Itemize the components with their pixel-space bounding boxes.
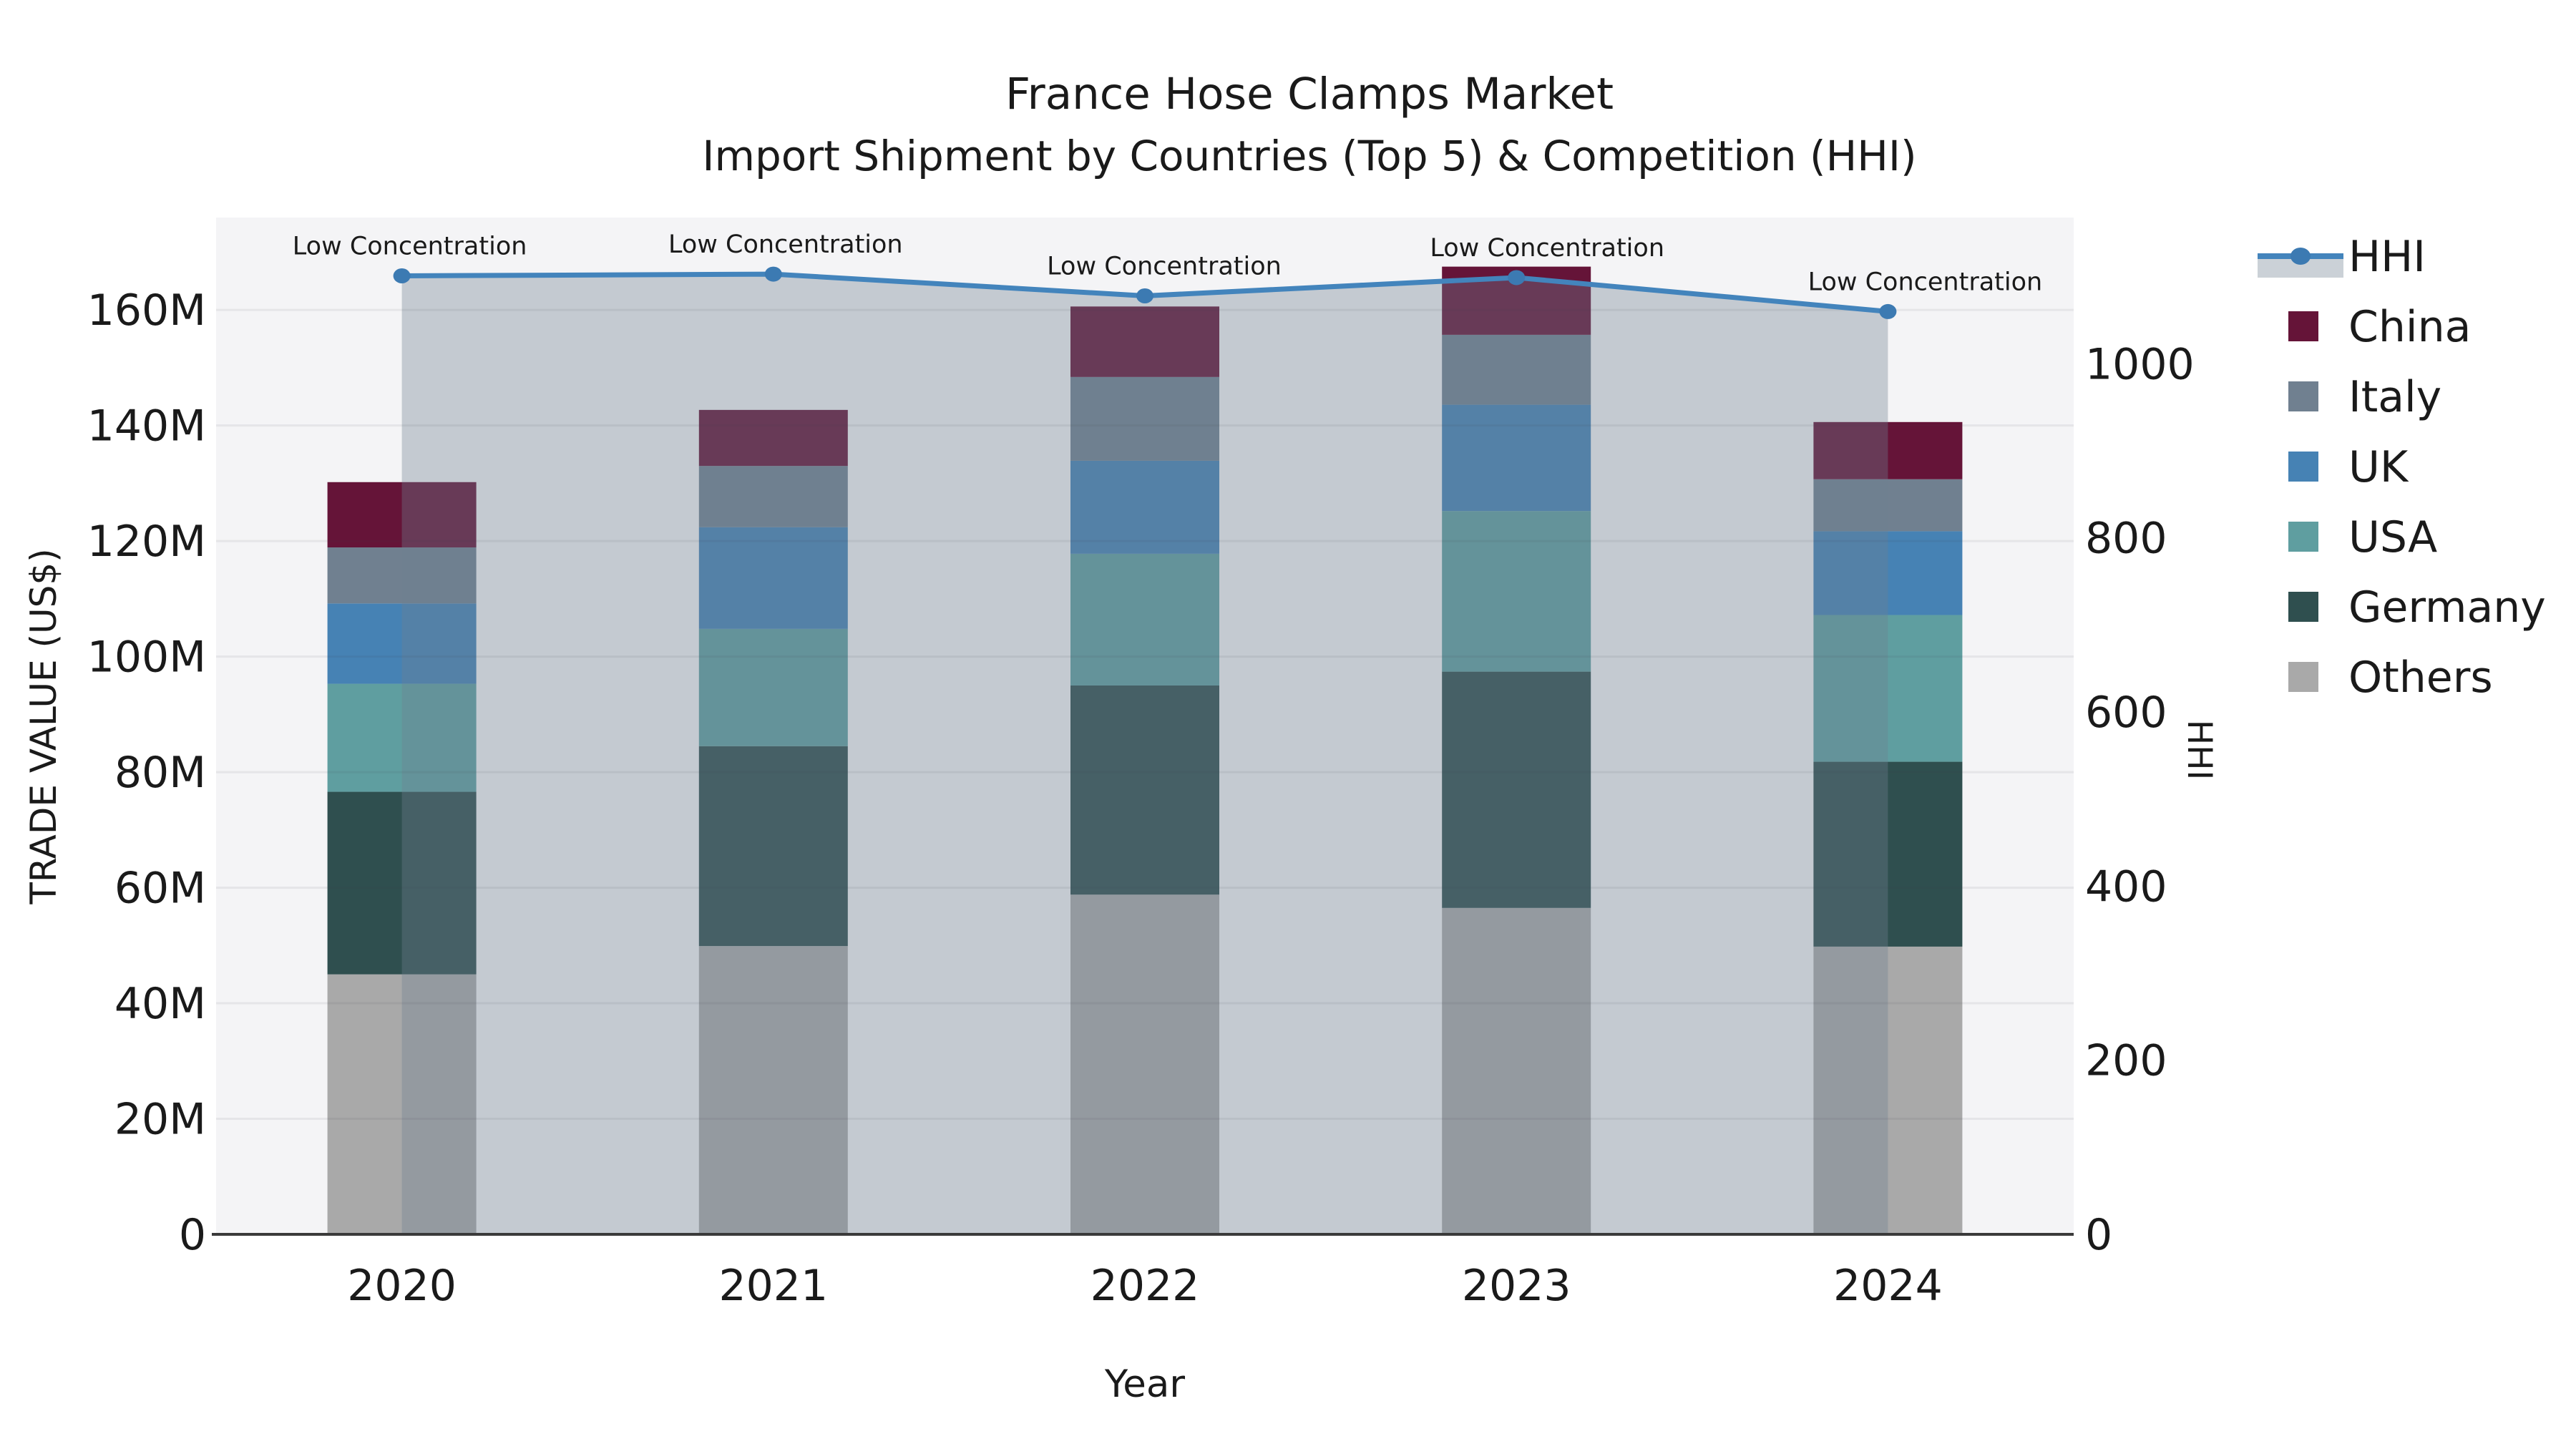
legend-label: UK — [2348, 442, 2409, 492]
x-tick-label-2021: 2021 — [718, 1261, 828, 1311]
bar-2023-others — [1442, 907, 1591, 1234]
bar-2020-others — [327, 974, 477, 1234]
bar-2020-germany — [327, 791, 477, 975]
hhi-marker-2023 — [1508, 270, 1526, 286]
x-tick-label-2022: 2022 — [1091, 1261, 1200, 1311]
legend-item-hhi: HHI — [2258, 232, 2426, 282]
bar-2020-china — [327, 482, 477, 548]
x-tick-label-2023: 2023 — [1462, 1261, 1571, 1311]
y-tick-label: 160M — [87, 286, 206, 336]
y-tick-label: 40M — [114, 979, 206, 1029]
chart-plot-area: Low Concentration Low Concentration Low Co… — [87, 218, 2195, 1311]
bar-2021-others — [698, 946, 848, 1234]
bar-2023-italy — [1442, 334, 1591, 405]
y2-tick-label: 800 — [2085, 514, 2167, 564]
legend-swatch-others — [2288, 662, 2318, 692]
bar-2020-usa — [327, 683, 477, 792]
bar-2024-italy — [1813, 479, 1963, 532]
annotation-low-concentration: Low Concentration — [668, 230, 903, 259]
annotation-low-concentration: Low Concentration — [1047, 252, 1282, 280]
legend-item-germany: Germany — [2288, 582, 2546, 633]
legend-label: USA — [2348, 512, 2437, 562]
y2-tick-label: 0 — [2085, 1210, 2112, 1260]
legend-label: HHI — [2348, 232, 2426, 282]
chart-subtitle: Import Shipment by Countries (Top 5) & C… — [702, 132, 1916, 180]
legend-item-others: Others — [2288, 653, 2493, 703]
legend-label: Germany — [2348, 582, 2546, 633]
legend-item-usa: USA — [2288, 512, 2437, 562]
legend-swatch-italy — [2288, 381, 2318, 411]
annotation-low-concentration: Low Concentration — [293, 233, 527, 261]
bar-2024-uk — [1813, 531, 1963, 615]
legend-item-italy: Italy — [2288, 372, 2441, 422]
bar-2022-usa — [1070, 553, 1219, 686]
bar-2023-germany — [1442, 671, 1591, 908]
legend-swatch-china — [2288, 311, 2318, 341]
bar-2023-usa — [1442, 511, 1591, 672]
annotation-low-concentration: Low Concentration — [1808, 268, 2043, 296]
y-tick-label: 80M — [114, 748, 206, 798]
bar-2021-uk — [698, 527, 848, 629]
y2-tick-label: 400 — [2085, 862, 2167, 912]
hhi-marker-2021 — [764, 266, 782, 282]
bar-2024-china — [1813, 421, 1963, 479]
x-tick-label-2024: 2024 — [1833, 1261, 1943, 1311]
y-tick-label: 60M — [114, 864, 206, 914]
hhi-marker-2024 — [1879, 303, 1897, 319]
bar-2024-others — [1813, 946, 1963, 1234]
bar-2022-italy — [1070, 376, 1219, 461]
bar-2021-italy — [698, 466, 848, 527]
hhi-marker-2022 — [1136, 288, 1153, 303]
bar-2021-usa — [698, 628, 848, 746]
y-tick-label: 140M — [87, 401, 206, 452]
legend-label: Others — [2348, 653, 2493, 703]
y-tick-label: 120M — [87, 517, 206, 567]
legend-swatch-uk — [2288, 452, 2318, 482]
chart-title: France Hose Clamps Market — [1005, 69, 1614, 119]
legend-label: Italy — [2348, 372, 2441, 422]
legend-label: China — [2348, 302, 2471, 352]
y-axis-label: TRADE VALUE (US$) — [23, 548, 64, 904]
hhi-band-fill — [401, 274, 1888, 1235]
legend-hhi-marker — [2290, 248, 2311, 265]
y2-axis-label: HHI — [2180, 720, 2219, 781]
y2-tick-label: 200 — [2085, 1036, 2167, 1086]
bar-2022-china — [1070, 306, 1219, 377]
legend-swatch-usa — [2288, 522, 2318, 552]
y2-tick-label: 600 — [2085, 688, 2167, 738]
x-tick-label-2020: 2020 — [347, 1261, 457, 1311]
bar-2023-uk — [1442, 404, 1591, 512]
y2-tick-label: 1000 — [2085, 339, 2195, 389]
bar-2021-china — [698, 409, 848, 467]
annotation-low-concentration: Low Concentration — [1430, 234, 1664, 263]
bar-2022-uk — [1070, 460, 1219, 554]
bar-2024-usa — [1813, 615, 1963, 762]
chart-legend: HHI China Italy UK USA Germany Others — [2258, 232, 2546, 703]
bar-2024-germany — [1813, 761, 1963, 947]
bar-2020-uk — [327, 603, 477, 684]
bar-2022-others — [1070, 894, 1219, 1234]
legend-item-china: China — [2288, 302, 2471, 352]
bar-2022-germany — [1070, 685, 1219, 895]
bar-2021-germany — [698, 746, 848, 947]
legend-swatch-germany — [2288, 592, 2318, 622]
y-tick-label: 20M — [114, 1095, 206, 1145]
y-tick-label: 0 — [179, 1210, 206, 1260]
legend-item-uk: UK — [2288, 442, 2409, 492]
hhi-marker-2020 — [393, 268, 411, 284]
y-tick-label: 100M — [87, 633, 206, 683]
x-axis-label: Year — [1104, 1362, 1185, 1406]
bar-2020-italy — [327, 547, 477, 604]
